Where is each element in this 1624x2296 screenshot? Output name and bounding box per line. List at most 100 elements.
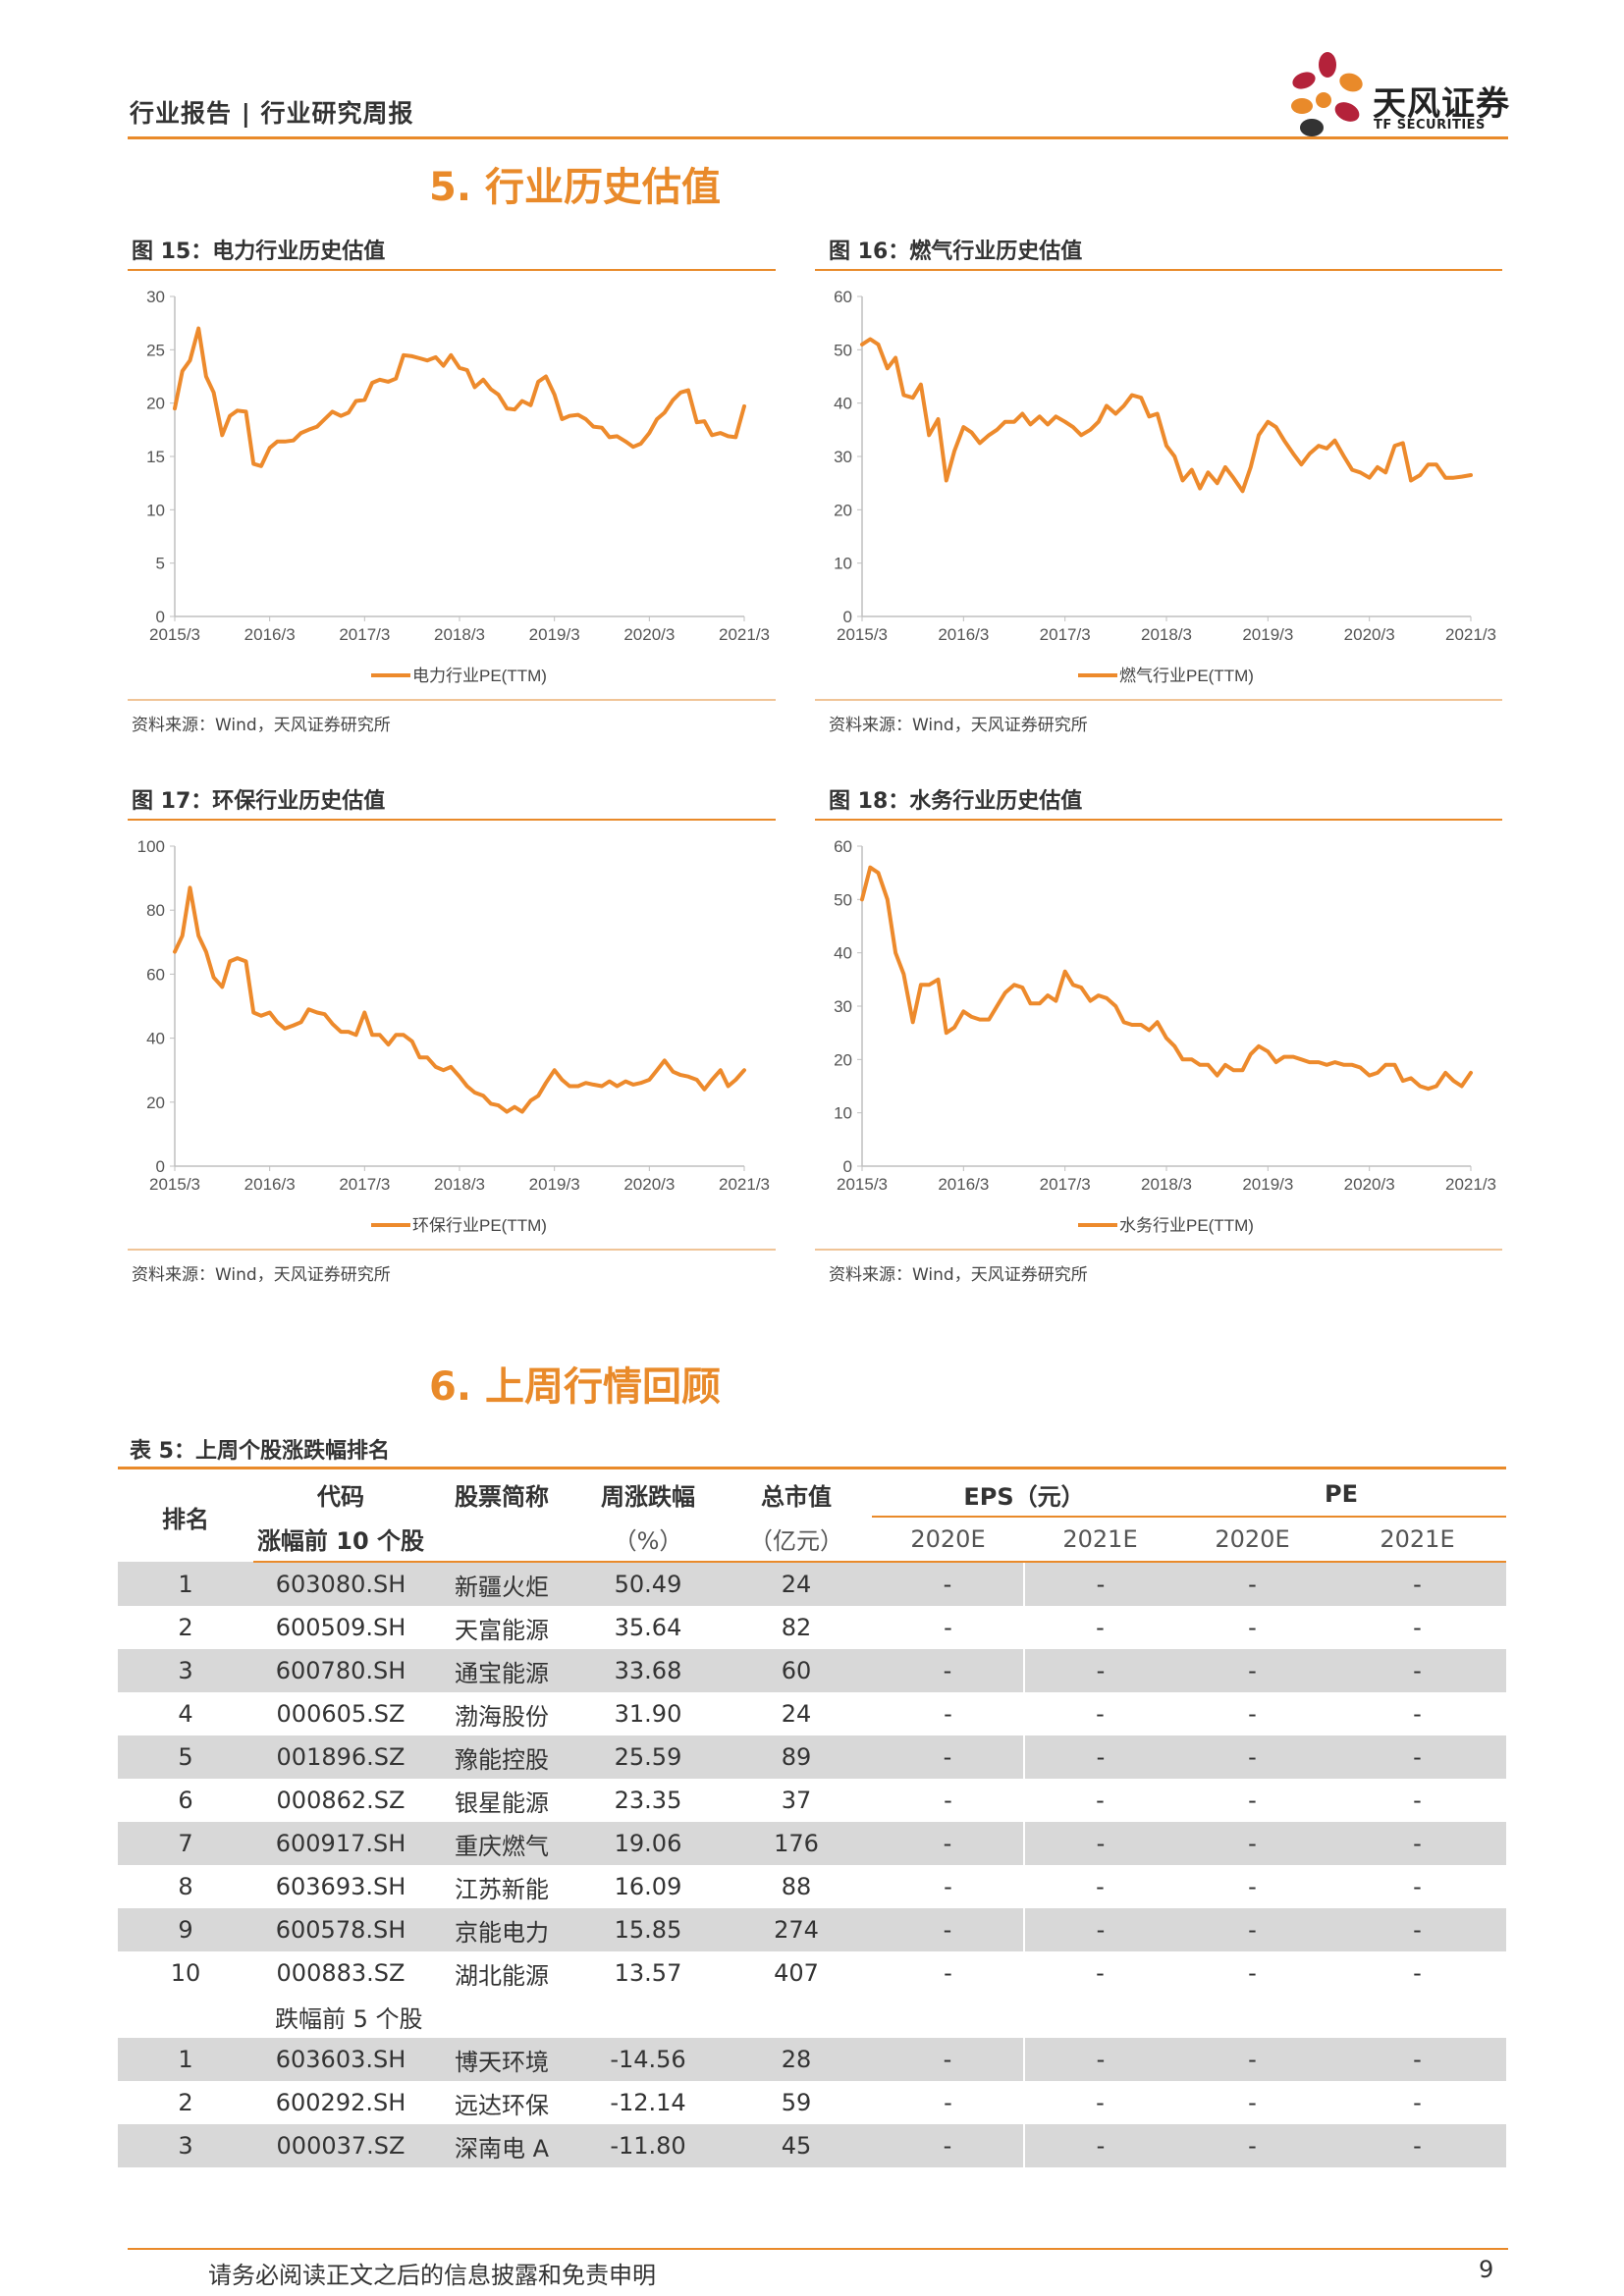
- x-tick-label: 2015/3: [837, 1175, 888, 1194]
- table-cell: 10: [170, 1959, 201, 1987]
- table-row: 6 000862.SZ 银星能源 23.35 37 - - - -: [118, 1779, 1506, 1822]
- table-cell: -: [1248, 1873, 1257, 1900]
- y-tick-label: 0: [156, 1157, 165, 1176]
- legend-label: 水务行业PE(TTM): [1119, 1216, 1254, 1235]
- x-tick-label: 2017/3: [339, 625, 390, 644]
- tf-logo-icon: [1291, 52, 1363, 136]
- table-cell: -: [1248, 1700, 1257, 1728]
- table-cell: 000037.SZ: [253, 2124, 428, 2167]
- table-cell: 新疆火炬: [428, 1562, 575, 1606]
- table-cell: 31.90: [614, 1700, 682, 1728]
- table-cell: 1: [118, 2038, 253, 2081]
- y-tick-label: 10: [834, 1104, 852, 1123]
- x-tick-label: 2019/3: [1242, 1175, 1293, 1194]
- table-cell: 深南电 A: [428, 2124, 575, 2167]
- table-cell: -: [1248, 1787, 1257, 1814]
- y-tick-label: 0: [843, 1157, 852, 1176]
- table-cell: 50.49: [575, 1562, 721, 1606]
- table-cell: -: [872, 1735, 1025, 1779]
- gainers-rows: 1 603080.SH 新疆火炬 50.49 24- - - -2 600509.SH 天富能源 3…: [118, 1562, 1507, 1995]
- table-cell: 渤海股份: [455, 1702, 549, 1731]
- chart-title: 图 16：燃气行业历史估值: [829, 240, 1083, 264]
- table-cell: -: [1176, 1822, 1328, 1865]
- table-row: 7 600917.SH 重庆燃气 19.06 176- - - -: [118, 1822, 1507, 1865]
- table-cell: 重庆燃气: [428, 1822, 575, 1865]
- table-cell: -: [1413, 1787, 1422, 1814]
- table-cell: 407: [774, 1959, 819, 1987]
- table-cell: -: [1176, 1562, 1328, 1606]
- table-cell: 600578.SH: [253, 1908, 428, 1951]
- section-title-market-review: 6. 上周行情回顾: [429, 1364, 721, 1410]
- series-line: [860, 865, 1473, 1092]
- table-cell: -: [1328, 2124, 1507, 2167]
- table-cell: 35.64: [614, 1614, 682, 1641]
- x-tick-label: 2021/3: [1445, 1175, 1496, 1194]
- table-cell: -: [944, 1787, 952, 1814]
- chart-gas-pe: 0 10 20 30 40 50 60 2015/3 2016/3 2017/3 2018/3 201…: [834, 288, 1496, 685]
- table-top-rule: [118, 1467, 1506, 1469]
- table-cell: 603080.SH: [253, 1562, 428, 1606]
- header-mktcap-unit: （亿元）: [721, 1517, 872, 1563]
- table-row: 10 000883.SZ 湖北能源 13.57 407 - - - -: [118, 1951, 1506, 1995]
- table-cell: -: [1176, 1649, 1328, 1692]
- table-cell: 59: [781, 2089, 812, 2116]
- table-cell: -: [1248, 1614, 1257, 1641]
- table-row: 8 603693.SH 江苏新能 16.09 88 - - - -: [118, 1865, 1506, 1908]
- y-tick-label: 60: [834, 837, 852, 856]
- y-tick-label: 20: [146, 395, 165, 413]
- x-tick-label: 2018/3: [1141, 625, 1192, 644]
- table-cell: 15.85: [575, 1908, 721, 1951]
- legend-label: 电力行业PE(TTM): [412, 667, 547, 685]
- table-row: 4 000605.SZ 渤海股份 31.90 24 - - - -: [118, 1692, 1506, 1735]
- footer-rule: [128, 2248, 1508, 2250]
- header-top-gainers: 涨幅前 10 个股: [253, 1517, 428, 1563]
- x-tick-label: 2018/3: [434, 625, 485, 644]
- table-cell: 176: [721, 1822, 872, 1865]
- header-mktcap: 总市值: [761, 1483, 832, 1511]
- logo-text: 天风证券: [1373, 84, 1510, 124]
- table-cell: -: [1328, 1908, 1507, 1951]
- header-blank: [428, 1517, 575, 1563]
- y-tick-label: 50: [834, 890, 852, 909]
- header-code: 代码: [317, 1483, 364, 1511]
- x-tick-label: 2021/3: [719, 1175, 770, 1194]
- table-cell: 000883.SZ: [276, 1959, 406, 1987]
- table-row: 5 001896.SZ 豫能控股 25.59 89- - - -: [118, 1735, 1507, 1779]
- table-cell: -: [1176, 1908, 1328, 1951]
- series-line: [860, 337, 1473, 494]
- table-cell: 8: [178, 1873, 193, 1900]
- logo-subtext: TF SECURITIES: [1374, 118, 1486, 133]
- table-cell: 24: [781, 1700, 812, 1728]
- y-tick-label: 40: [834, 395, 852, 413]
- table-cell: 湖北能源: [455, 1961, 549, 1990]
- x-tick-label: 2019/3: [1242, 625, 1293, 644]
- x-tick-label: 2019/3: [529, 625, 580, 644]
- table-cell: 京能电力: [428, 1908, 575, 1951]
- table-cell: -: [944, 1614, 952, 1641]
- table-cell: -: [1024, 2038, 1176, 2081]
- table-cell: -: [1096, 2089, 1105, 2116]
- table-cell: 天富能源: [455, 1616, 549, 1644]
- table-cell: 9: [118, 1908, 253, 1951]
- table-row: 2 600509.SH 天富能源 35.64 82 - - - -: [118, 1606, 1506, 1649]
- chart-water-pe: 0 10 20 30 40 50 60 2015/3 2016/3 2017/3 2018/3 201…: [834, 837, 1496, 1235]
- table-row: 2 600292.SH 远达环保 -12.14 59 - - - -: [118, 2081, 1506, 2124]
- header-rank: 排名: [162, 1506, 209, 1533]
- section-title-valuation: 5. 行业历史估值: [429, 165, 721, 210]
- table-cell: -: [1413, 1873, 1422, 1900]
- table-cell: -: [1024, 1908, 1176, 1951]
- report-header-title: 行业报告 | 行业研究周报: [130, 99, 414, 128]
- table-cell: 001896.SZ: [253, 1735, 428, 1779]
- header-pe-2021: 2021E: [1328, 1517, 1507, 1563]
- table-cell: -: [1248, 2089, 1257, 2116]
- x-tick-label: 2019/3: [529, 1175, 580, 1194]
- x-tick-label: 2016/3: [244, 1175, 296, 1194]
- y-tick-label: 30: [834, 448, 852, 466]
- y-tick-label: 0: [156, 608, 165, 626]
- x-tick-label: 2016/3: [938, 625, 989, 644]
- chart-title: 图 18：水务行业历史估值: [829, 789, 1083, 814]
- y-tick-label: 20: [146, 1094, 165, 1112]
- losers-rows: 1 603603.SH 博天环境 -14.56 28- - - -2 600292.SH 远达环保…: [118, 2038, 1507, 2167]
- table-cell: 2: [178, 2089, 193, 2116]
- x-tick-label: 2018/3: [1141, 1175, 1192, 1194]
